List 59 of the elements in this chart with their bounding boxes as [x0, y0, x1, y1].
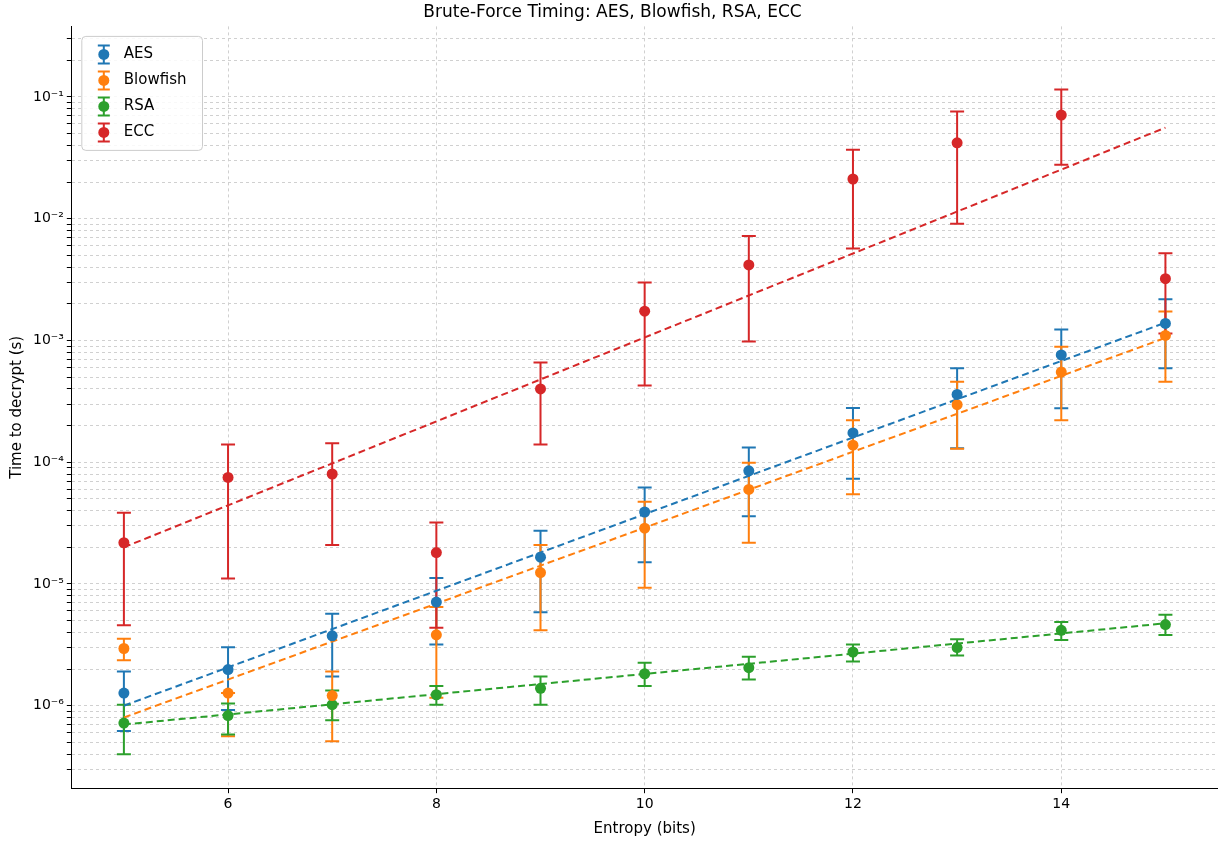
point	[743, 662, 755, 674]
point	[639, 305, 651, 317]
point	[1159, 273, 1171, 285]
point	[743, 465, 755, 477]
point	[951, 388, 963, 400]
x-tick-label: 12	[844, 795, 862, 812]
point	[951, 399, 963, 411]
point	[847, 646, 859, 658]
point	[535, 682, 547, 694]
point	[118, 717, 130, 729]
y-tick-label: 10⁻²	[32, 209, 64, 226]
chart-title: Brute-Force Timing: AES, Blowfish, RSA, ECC	[423, 0, 802, 21]
point	[430, 629, 442, 641]
point	[847, 173, 859, 185]
point	[1055, 109, 1067, 121]
y-tick-label: 10⁻⁴	[32, 452, 65, 469]
point	[326, 690, 338, 702]
point	[1055, 624, 1067, 636]
y-tick-label: 10⁻³	[32, 331, 64, 348]
point	[430, 547, 442, 559]
point	[326, 468, 338, 480]
point	[639, 506, 651, 518]
point	[1159, 329, 1171, 341]
point	[535, 551, 547, 563]
point	[1055, 349, 1067, 361]
x-tick-label: 6	[223, 795, 233, 812]
y-tick-label: 10⁻⁵	[32, 574, 64, 591]
point	[743, 259, 755, 271]
legend-label: ECC	[123, 122, 155, 141]
point	[1159, 317, 1171, 329]
point	[222, 471, 234, 483]
point	[951, 137, 963, 149]
point	[1055, 366, 1067, 378]
point	[222, 687, 234, 699]
point	[847, 439, 859, 451]
legend-label: RSA	[123, 96, 156, 115]
point	[430, 596, 442, 608]
x-axis-title: Entropy (bits)	[593, 818, 696, 837]
point	[118, 642, 130, 654]
point	[1159, 619, 1171, 631]
point	[535, 383, 547, 395]
legend-label: AES	[123, 44, 154, 63]
point	[222, 710, 234, 722]
legend-label: Blowfish	[123, 70, 187, 89]
x-tick-label: 8	[431, 795, 441, 812]
point	[326, 630, 338, 642]
y-tick-label: 10⁻¹	[32, 87, 64, 104]
point	[118, 537, 130, 549]
y-axis-title: Time to decrypt (s)	[6, 335, 25, 480]
point	[222, 664, 234, 676]
point	[743, 483, 755, 495]
x-tick-label: 14	[1052, 795, 1071, 812]
point	[639, 522, 651, 534]
point	[118, 687, 130, 699]
point	[847, 427, 859, 439]
y-tick-label: 10⁻⁶	[32, 696, 65, 713]
point	[639, 668, 651, 680]
x-tick-label: 10	[635, 795, 654, 812]
point	[535, 567, 547, 579]
